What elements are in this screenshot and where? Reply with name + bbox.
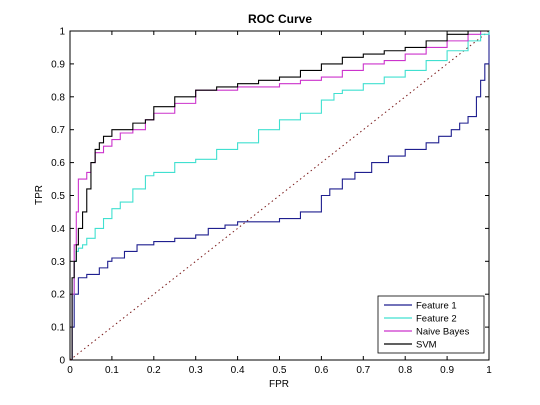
y-tick-label: 0.6 <box>51 158 65 169</box>
legend-label: Naive Bayes <box>416 327 470 338</box>
x-axis-ticks: 0 0.1 0.2 0.3 0.4 0.5 0.6 0.7 0.8 0.9 1 <box>67 31 492 376</box>
x-tick-label: 0.7 <box>356 365 370 376</box>
y-tick-label: 0.3 <box>51 257 65 268</box>
legend-label: Feature 2 <box>416 314 457 325</box>
y-tick-label: 0.8 <box>51 92 65 103</box>
series-line-feature-1 <box>70 31 490 361</box>
x-tick-label: 0.8 <box>398 365 412 376</box>
x-tick-label: 1 <box>486 365 492 376</box>
y-tick-label: 0.5 <box>51 191 65 202</box>
series-line-svm <box>70 30 489 361</box>
reference-diagonal-line <box>69 30 490 361</box>
series-line-naive-bayes <box>70 30 489 361</box>
y-tick-label: 0.9 <box>51 59 65 70</box>
legend-label: SVM <box>416 340 437 351</box>
chart-title: ROC Curve <box>248 12 312 26</box>
x-tick-label: 0.5 <box>273 365 287 376</box>
x-tick-label: 0.9 <box>440 365 454 376</box>
y-tick-label: 0.2 <box>51 290 65 301</box>
x-tick-label: 0.3 <box>189 365 203 376</box>
x-tick-label: 0 <box>67 365 73 376</box>
y-axis-label: TPR <box>34 185 45 205</box>
x-tick-label: 0.2 <box>147 365 161 376</box>
x-tick-label: 0.1 <box>105 365 119 376</box>
x-axis-label: FPR <box>269 379 289 390</box>
y-tick-label: 0.4 <box>51 224 65 235</box>
y-tick-label: 1 <box>59 27 65 38</box>
y-tick-label: 0.1 <box>51 323 65 334</box>
y-axis-ticks: 0 0.1 0.2 0.3 0.4 0.5 0.6 0.7 0.8 0.9 1 <box>51 27 489 367</box>
series-line-feature-2 <box>70 31 490 361</box>
x-tick-label: 0.6 <box>314 365 328 376</box>
series-group <box>70 30 490 361</box>
x-tick-label: 0.4 <box>231 365 245 376</box>
legend: Feature 1 Feature 2 Naive Bayes SVM <box>377 295 485 354</box>
legend-label: Feature 1 <box>416 301 457 312</box>
y-tick-label: 0 <box>59 356 65 367</box>
y-tick-label: 0.7 <box>51 125 65 136</box>
